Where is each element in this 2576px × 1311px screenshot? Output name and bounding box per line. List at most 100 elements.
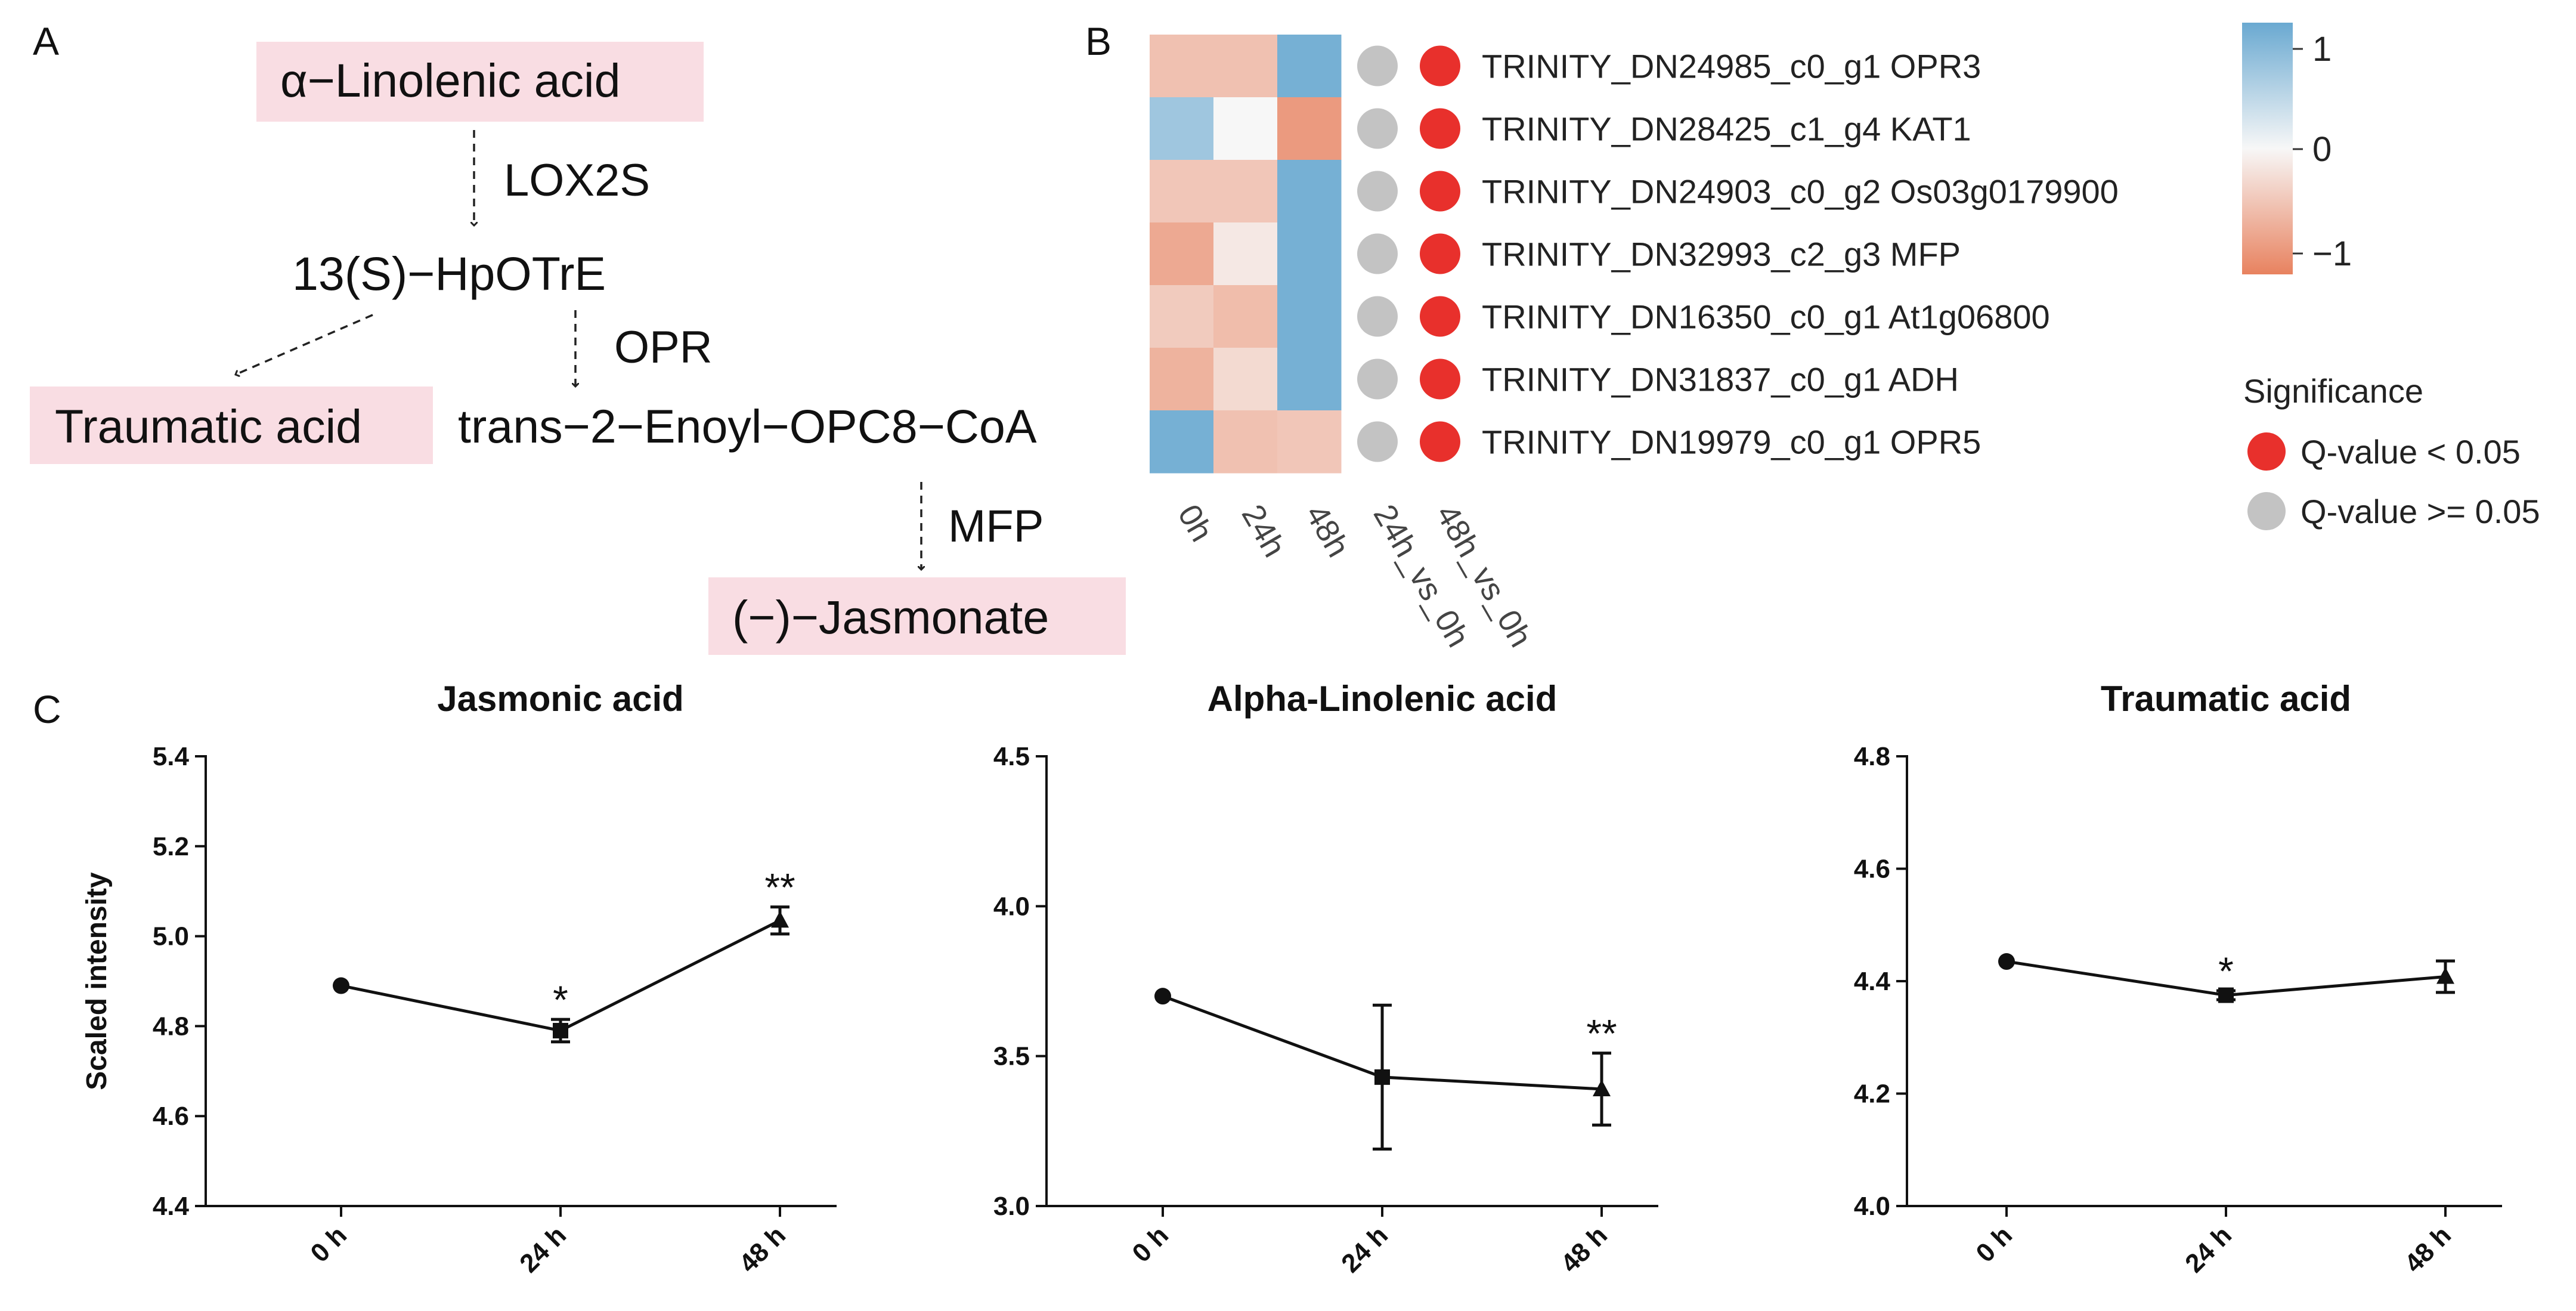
heatmap-cells: [1150, 35, 1342, 474]
y-tick-label: 4.4: [153, 1192, 190, 1221]
heatmap-cell: [1213, 410, 1278, 474]
heatmap-cell: [1277, 35, 1342, 98]
colorbar-tick-label: 0: [2312, 130, 2332, 169]
y-tick-label: 4.8: [153, 1012, 189, 1041]
significance-dot-sig: [1420, 296, 1460, 337]
heatmap-cell: [1213, 348, 1278, 411]
y-tick-label: 5.4: [153, 742, 190, 771]
enoyl-opc8-coa-label: trans−2−Enoyl−OPC8−CoA: [458, 400, 1037, 453]
gene-label: TRINITY_DN16350_c0_g1 At1g06800: [1482, 298, 2050, 336]
line-chart: Jasmonic acid 4.4 4.6 4.8 5.0 5.2 5.4 0 h 24 h 48…: [81, 679, 837, 1278]
x-tick-label: 24 h: [514, 1220, 572, 1278]
data-point-circle: [333, 977, 349, 994]
heatmap-cell: [1277, 348, 1342, 411]
heatmap-cell: [1150, 97, 1214, 160]
data-point-square: [1374, 1069, 1390, 1085]
gene-label: TRINITY_DN19979_c0_g1 OPR5: [1482, 423, 1981, 461]
data-point-triangle: [2436, 967, 2454, 984]
data-point-circle: [1998, 953, 2015, 970]
y-tick-label: 4.4: [1854, 967, 1891, 996]
colorbar-tick-label: 1: [2312, 30, 2332, 69]
y-tick-label: 4.2: [1854, 1080, 1890, 1109]
panel-b-heatmap: B TRINITY_DN24985_c0_g1 OPR3 TRINITY_DN28…: [1085, 19, 2540, 653]
colorbar: [2242, 23, 2293, 274]
significance-dot-nonsig: [1357, 45, 1398, 86]
y-tick-label: 4.6: [1854, 855, 1890, 884]
y-tick-label: 3.0: [993, 1192, 1030, 1221]
heatmap-cell: [1150, 285, 1214, 348]
heatmap-cell: [1213, 285, 1278, 348]
column-label: 48h: [1299, 499, 1357, 563]
significance-dot-sig: [1420, 421, 1460, 462]
panel-label-a: A: [33, 19, 59, 63]
significance-dot-nonsig: [1357, 108, 1398, 149]
significance-marker: *: [2218, 949, 2234, 993]
x-tick-label: 0 h: [1126, 1220, 1174, 1268]
traumatic-acid-label: Traumatic acid: [55, 400, 362, 453]
enzyme-opr-label: OPR: [614, 322, 713, 373]
legend-nonsig-dot: [2247, 492, 2286, 530]
heatmap-cell: [1150, 222, 1214, 286]
significance-legend-title: Significance: [2243, 372, 2423, 410]
y-tick-label: 5.0: [153, 922, 189, 951]
panel-a-pathway: A α−Linolenic acid LOX2S 13(S)−HpOTrE OP…: [30, 19, 1126, 655]
heatmap-cell: [1213, 35, 1278, 98]
significance-dot-nonsig: [1357, 171, 1398, 212]
gene-label: TRINITY_DN32993_c2_g3 MFP: [1482, 236, 1961, 273]
column-label: 0h: [1171, 499, 1220, 548]
y-tick-label: 4.0: [1854, 1192, 1890, 1221]
enzyme-mfp-label: MFP: [948, 501, 1044, 552]
data-point-triangle: [771, 911, 789, 928]
y-tick-label: 4.0: [993, 892, 1030, 921]
x-tick-label: 48 h: [733, 1220, 791, 1278]
colorbar-tick-label: −1: [2312, 234, 2352, 273]
significance-dot-nonsig: [1357, 421, 1398, 462]
x-tick-label: 48 h: [2399, 1220, 2457, 1278]
linolenic-acid-label: α−Linolenic acid: [280, 54, 621, 107]
gene-label: TRINITY_DN31837_c0_g1 ADH: [1482, 361, 1959, 398]
heatmap-cell: [1150, 160, 1214, 223]
column-label: 24h: [1235, 499, 1293, 563]
gene-labels: TRINITY_DN24985_c0_g1 OPR3 TRINITY_DN2842…: [1482, 48, 2119, 461]
chart-title: Alpha-Linolenic acid: [1208, 679, 1558, 719]
panel-c-line-charts: C Jasmonic acid 4.4 4.6 4.8 5.0 5.2 5.4 0 h 24 h…: [33, 679, 2502, 1278]
heatmap-cell: [1213, 97, 1278, 160]
linolenic-highlight: [256, 42, 704, 122]
data-point-square: [2218, 987, 2234, 1003]
significance-marker: *: [553, 978, 568, 1022]
significance-dot-nonsig: [1357, 296, 1398, 337]
significance-dot-sig: [1420, 171, 1460, 212]
charts-container: Jasmonic acid 4.4 4.6 4.8 5.0 5.2 5.4 0 h 24 h 48…: [81, 679, 2502, 1278]
y-axis-label: Scaled intensity: [81, 872, 113, 1090]
data-point-square: [553, 1022, 568, 1038]
heatmap-cell: [1277, 97, 1342, 160]
chart-title: Traumatic acid: [2101, 679, 2351, 719]
enzyme-lox2s-label: LOX2S: [504, 155, 650, 206]
heatmap-cell: [1150, 348, 1214, 411]
data-point-triangle: [1593, 1079, 1611, 1096]
gene-label: TRINITY_DN28425_c1_g4 KAT1: [1482, 110, 1971, 148]
x-tick-label: 48 h: [1555, 1220, 1613, 1278]
significance-dot-nonsig: [1357, 358, 1398, 400]
heatmap-cell: [1213, 160, 1278, 223]
significance-dots: [1357, 45, 1460, 462]
y-tick-label: 4.8: [1854, 742, 1890, 771]
heatmap-cell: [1277, 222, 1342, 286]
line-chart: Alpha-Linolenic acid 3.0 3.5 4.0 4.5 0 h 24 h 4…: [993, 679, 1658, 1278]
colorbar-ticks: 1 0 −1: [2293, 30, 2352, 273]
gene-label: TRINITY_DN24985_c0_g1 OPR3: [1482, 48, 1981, 85]
significance-dot-sig: [1420, 45, 1460, 86]
legend-nonsig-label: Q-value >= 0.05: [2301, 493, 2540, 530]
significance-dot-sig: [1420, 233, 1460, 274]
heatmap-cell: [1277, 160, 1342, 223]
jasmonate-highlight: [708, 577, 1126, 655]
heatmap-cell: [1213, 222, 1278, 286]
x-tick-label: 0 h: [305, 1220, 352, 1268]
legend-sig-dot: [2247, 432, 2286, 471]
significance-marker: **: [1586, 1012, 1617, 1056]
heatmap-cell: [1150, 35, 1214, 98]
gene-label: TRINITY_DN24903_c0_g2 Os03g0179900: [1482, 173, 2119, 211]
significance-marker: **: [764, 865, 795, 910]
significance-dot-sig: [1420, 358, 1460, 400]
